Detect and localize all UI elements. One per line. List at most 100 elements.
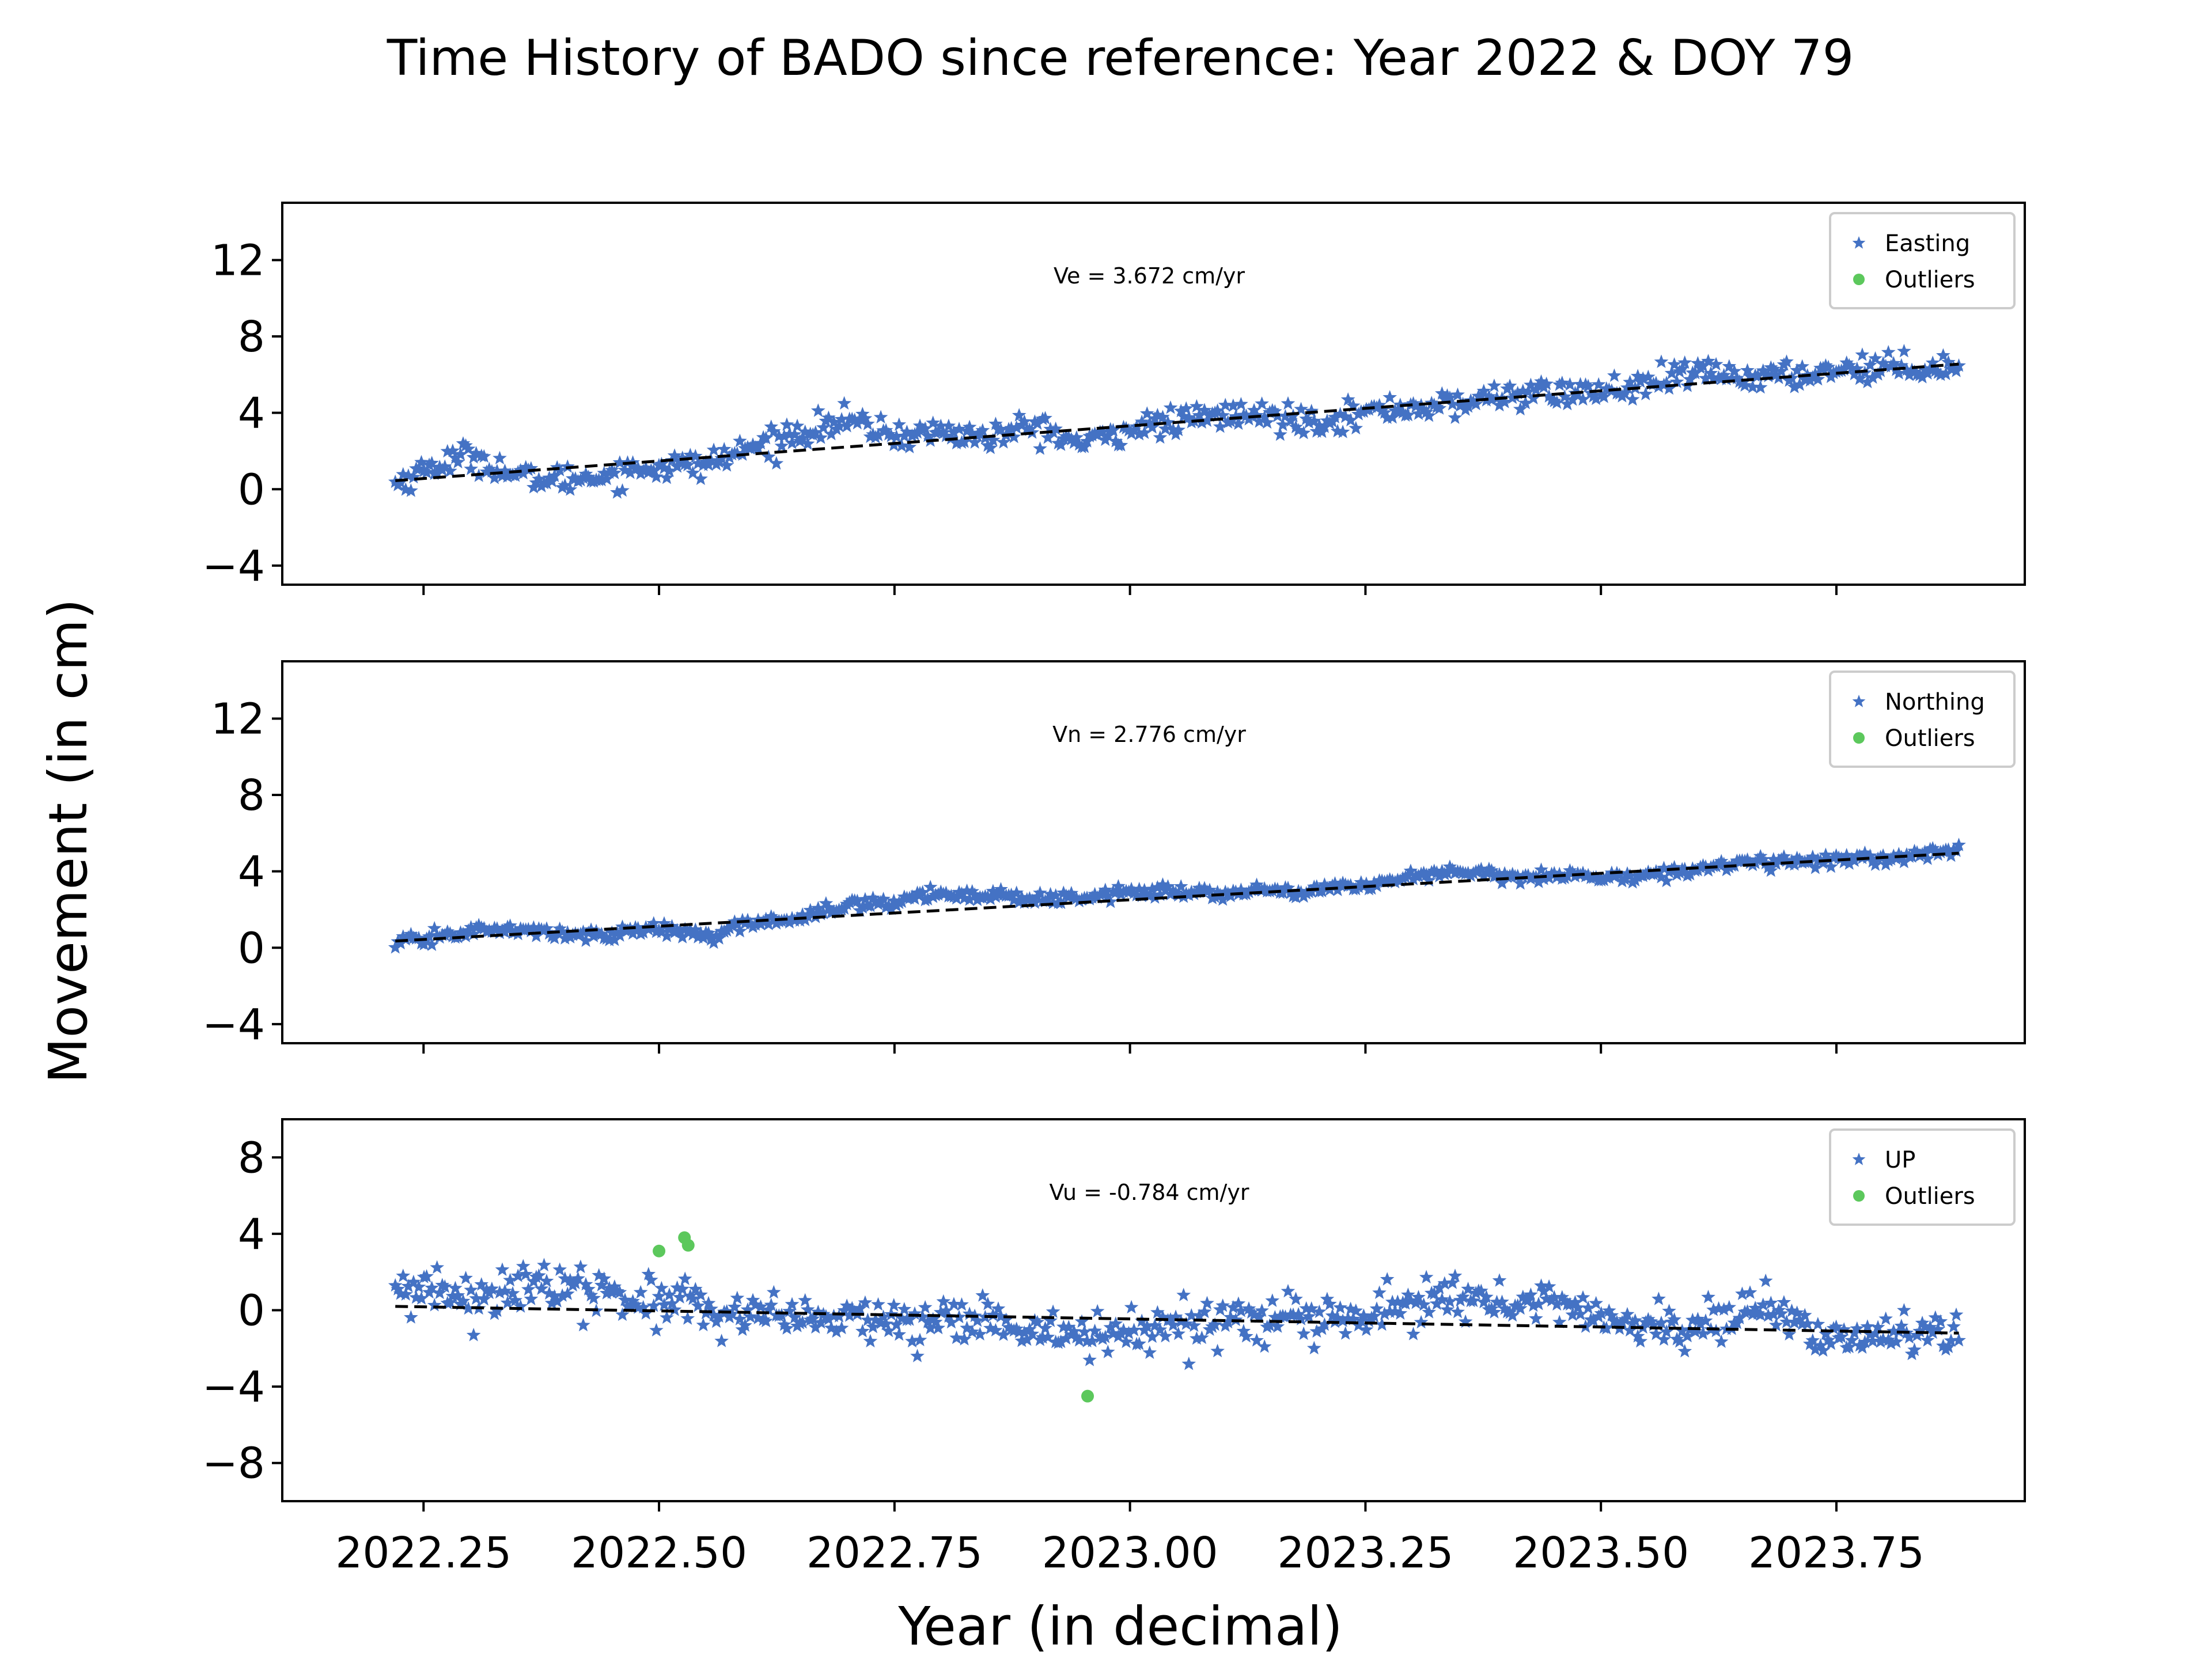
data-point bbox=[926, 415, 941, 429]
data-point bbox=[894, 438, 909, 452]
data-point bbox=[910, 1349, 925, 1362]
data-point bbox=[944, 1315, 959, 1329]
data-point bbox=[1539, 376, 1554, 391]
data-point bbox=[652, 1289, 666, 1303]
data-point bbox=[1210, 1343, 1225, 1358]
data-point bbox=[610, 485, 624, 499]
data-point bbox=[1139, 406, 1154, 420]
data-point bbox=[1575, 392, 1590, 406]
data-point bbox=[1766, 361, 1781, 376]
data-point bbox=[1531, 1297, 1546, 1310]
data-point bbox=[733, 433, 747, 448]
data-point bbox=[1787, 380, 1802, 393]
data-point bbox=[610, 925, 624, 940]
legend-label-series: Easting bbox=[1885, 230, 1970, 257]
data-point bbox=[1304, 1301, 1319, 1315]
data-point bbox=[819, 1309, 834, 1323]
data-point bbox=[1557, 1293, 1572, 1307]
data-point bbox=[631, 921, 645, 935]
data-point bbox=[657, 460, 672, 475]
data-point bbox=[657, 916, 672, 930]
data-point bbox=[1516, 1289, 1531, 1304]
data-point bbox=[1782, 1327, 1797, 1341]
data-point bbox=[1043, 1313, 1058, 1327]
y-tick-label: −4 bbox=[202, 1000, 265, 1050]
data-point bbox=[1693, 1316, 1708, 1331]
data-point bbox=[1949, 1307, 1964, 1321]
data-point bbox=[1080, 1334, 1094, 1348]
data-point bbox=[1623, 868, 1637, 882]
data-point bbox=[936, 1294, 951, 1308]
data-point bbox=[1017, 414, 1032, 428]
data-point bbox=[1821, 852, 1836, 866]
data-point bbox=[975, 1288, 990, 1302]
data-point bbox=[516, 1259, 531, 1272]
data-point bbox=[1805, 849, 1820, 863]
data-point bbox=[1108, 1316, 1123, 1330]
data-point bbox=[1625, 392, 1640, 406]
data-point bbox=[1161, 879, 1175, 893]
data-point bbox=[1038, 1321, 1052, 1335]
data-point bbox=[1649, 376, 1664, 389]
data-point bbox=[931, 1320, 946, 1335]
data-point bbox=[1659, 376, 1674, 389]
data-point bbox=[500, 1296, 515, 1309]
x-tick-label: 2022.50 bbox=[571, 1528, 747, 1578]
legend-box bbox=[1829, 212, 2016, 309]
data-point bbox=[905, 889, 919, 903]
data-point bbox=[1299, 1301, 1313, 1315]
data-point bbox=[1340, 392, 1355, 406]
data-point bbox=[1124, 881, 1139, 896]
data-point bbox=[1620, 866, 1635, 880]
data-point bbox=[861, 1312, 875, 1327]
data-point bbox=[1808, 366, 1823, 381]
data-point bbox=[878, 423, 893, 437]
data-point bbox=[1419, 1270, 1434, 1283]
data-point bbox=[1343, 412, 1358, 427]
data-point bbox=[1445, 862, 1460, 876]
data-point bbox=[694, 1287, 708, 1301]
data-point bbox=[404, 483, 418, 497]
data-point bbox=[406, 469, 421, 484]
data-point bbox=[1513, 876, 1528, 890]
data-point bbox=[1038, 411, 1052, 425]
data-point bbox=[521, 1282, 536, 1296]
data-point bbox=[1740, 363, 1755, 377]
data-point bbox=[1808, 1342, 1823, 1356]
data-point bbox=[685, 465, 700, 479]
data-point bbox=[628, 1297, 643, 1311]
data-point bbox=[1618, 386, 1632, 400]
data-point bbox=[1777, 849, 1791, 863]
data-point bbox=[1602, 1303, 1616, 1317]
data-point bbox=[443, 926, 457, 940]
data-point bbox=[393, 475, 408, 488]
data-point bbox=[411, 461, 426, 475]
data-point bbox=[834, 412, 849, 426]
data-point bbox=[821, 900, 836, 914]
data-point bbox=[1249, 1333, 1264, 1347]
x-tick-label: 2023.75 bbox=[1748, 1528, 1925, 1578]
data-point bbox=[425, 456, 439, 469]
data-point bbox=[1153, 887, 1168, 902]
data-point bbox=[1589, 391, 1603, 406]
y-tick-label: 0 bbox=[238, 923, 265, 973]
data-point bbox=[1829, 1319, 1843, 1334]
data-point bbox=[1795, 1316, 1809, 1331]
data-point bbox=[1829, 848, 1843, 862]
data-point bbox=[443, 464, 457, 478]
data-point bbox=[1215, 1298, 1230, 1312]
data-point bbox=[957, 434, 972, 448]
y-tick-label: 0 bbox=[238, 1286, 265, 1336]
data-point bbox=[1853, 849, 1867, 862]
data-point bbox=[965, 1324, 979, 1338]
data-point bbox=[1338, 409, 1353, 423]
data-point bbox=[975, 423, 990, 437]
data-point bbox=[1800, 1316, 1815, 1330]
data-point bbox=[578, 933, 593, 947]
data-point bbox=[466, 926, 481, 941]
data-point bbox=[476, 921, 491, 935]
data-point bbox=[493, 1285, 507, 1299]
data-point bbox=[1936, 348, 1950, 362]
data-point bbox=[1132, 427, 1146, 441]
data-point bbox=[918, 1300, 933, 1314]
